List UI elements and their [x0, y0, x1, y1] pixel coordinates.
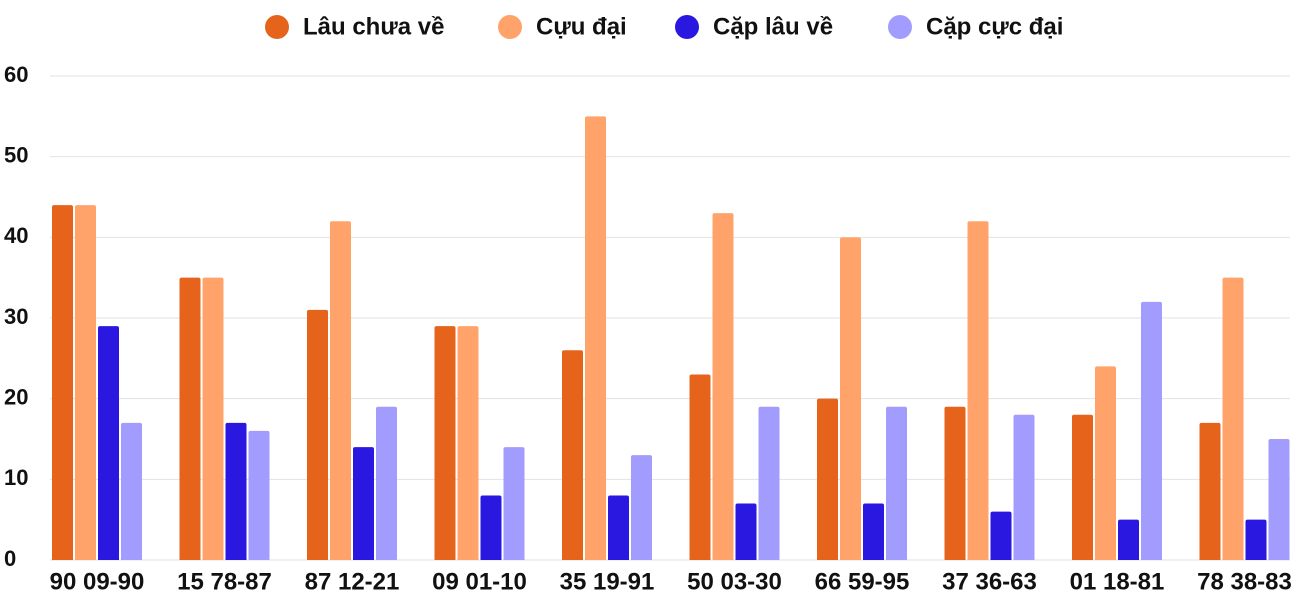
bar [179, 277, 201, 560]
legend-marker [675, 15, 699, 39]
bar [202, 277, 224, 560]
x-tick-label: 66 59-95 [815, 568, 910, 595]
y-tick-label: 20 [4, 384, 28, 409]
bar [735, 503, 757, 560]
bar [1118, 519, 1139, 560]
bar [376, 406, 397, 560]
bar [75, 205, 96, 561]
y-tick-label: 40 [4, 223, 28, 248]
legend-marker [498, 15, 522, 39]
x-tick-label: 50 03-30 [687, 568, 782, 595]
bar [52, 205, 73, 561]
bar [1199, 422, 1221, 560]
legend-marker [888, 15, 912, 39]
bar [1245, 519, 1267, 560]
y-tick-label: 30 [4, 304, 28, 329]
x-tick-label: 01 18-81 [1070, 568, 1165, 595]
x-tick-label: 35 19-91 [560, 568, 655, 595]
bar [307, 309, 328, 560]
bar [990, 511, 1012, 560]
bar [712, 213, 734, 560]
bar [1095, 366, 1116, 560]
legend-label: Cặp lâu về [713, 13, 833, 40]
y-tick-label: 0 [4, 546, 16, 571]
y-tick-label: 50 [4, 142, 28, 167]
legend-label: Cặp cực đại [926, 13, 1063, 40]
bar [353, 447, 374, 560]
bar [121, 422, 142, 560]
x-tick-label: 09 01-10 [432, 568, 527, 595]
bar [886, 406, 907, 560]
bar [98, 326, 119, 560]
x-tick-label: 78 38-83 [1197, 568, 1292, 595]
bar [1072, 414, 1093, 560]
legend-label: Cựu đại [536, 13, 627, 40]
bar [585, 116, 606, 560]
x-tick-label: 37 36-63 [942, 568, 1037, 595]
bar [944, 406, 966, 560]
bar [1268, 439, 1290, 560]
bar [608, 495, 629, 560]
bar [1222, 277, 1244, 560]
x-tick-label: 15 78-87 [177, 568, 272, 595]
bar [967, 221, 989, 560]
bar [480, 495, 502, 560]
legend-marker [265, 15, 289, 39]
bar [503, 447, 525, 560]
x-tick-label: 87 12-21 [305, 568, 400, 595]
bar [225, 422, 247, 560]
y-tick-label: 10 [4, 465, 28, 490]
bar [631, 455, 652, 560]
bar [434, 326, 456, 560]
bar [1141, 301, 1162, 560]
bar [817, 398, 838, 560]
bar [863, 503, 884, 560]
bar [457, 326, 479, 560]
bar [758, 406, 780, 560]
y-tick-label: 60 [4, 62, 28, 87]
bar [1013, 414, 1035, 560]
bar [840, 237, 861, 561]
x-tick-label: 90 09-90 [50, 568, 145, 595]
legend-label: Lâu chưa về [303, 13, 444, 40]
bar [689, 374, 711, 560]
bar [248, 430, 270, 560]
bar [330, 221, 351, 560]
bar [562, 350, 583, 560]
